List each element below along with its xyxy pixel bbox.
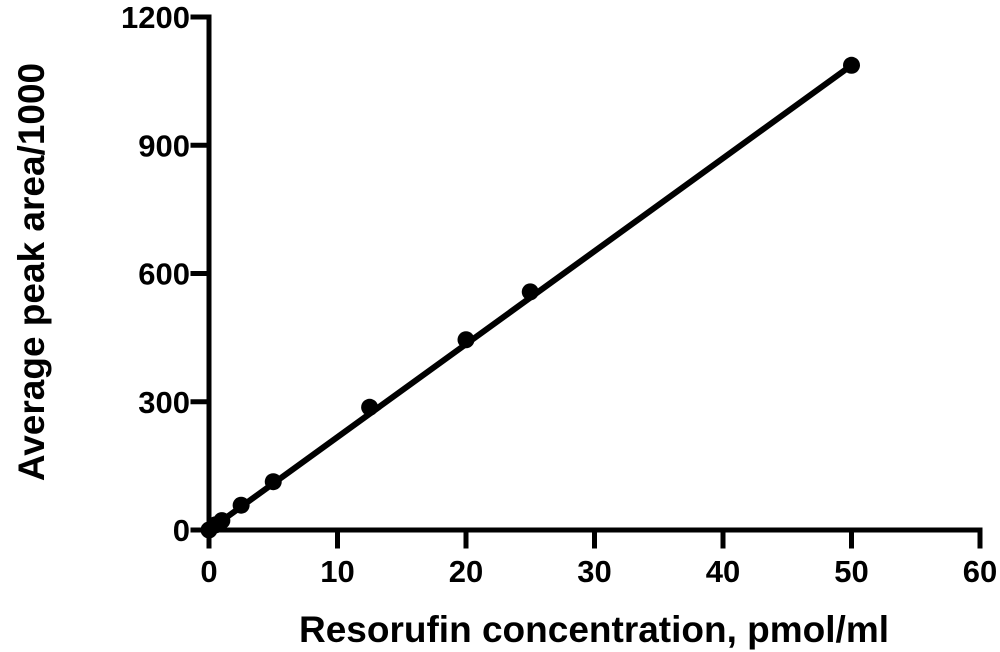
x-tick-label: 60 [963,554,997,589]
y-tick-label: 900 [138,128,190,163]
y-axis-ticks: 0 300 600 900 1200 [121,0,212,548]
plot-marks [200,56,860,539]
data-point [264,473,282,491]
x-tick-label: 20 [449,554,483,589]
x-tick-label: 10 [320,554,354,589]
x-tick-label: 0 [200,554,217,589]
data-point [457,331,475,349]
y-tick-label: 300 [138,385,190,420]
data-point [213,512,231,530]
data-point [361,398,379,416]
x-tick-label: 40 [706,554,740,589]
x-tick-label: 50 [834,554,868,589]
y-tick-label: 1200 [121,0,190,35]
y-tick-label: 600 [138,257,190,292]
data-point [232,496,250,514]
y-axis-title: Average peak area/1000 [11,63,52,481]
x-tick-label: 30 [577,554,611,589]
data-point [843,56,860,74]
data-point [521,283,539,301]
y-tick-label: 0 [173,513,190,548]
x-axis-ticks: 0 10 20 30 40 50 60 [200,527,997,589]
axes [206,14,983,533]
x-axis-title: Resorufin concentration, pmol/ml [299,609,889,650]
